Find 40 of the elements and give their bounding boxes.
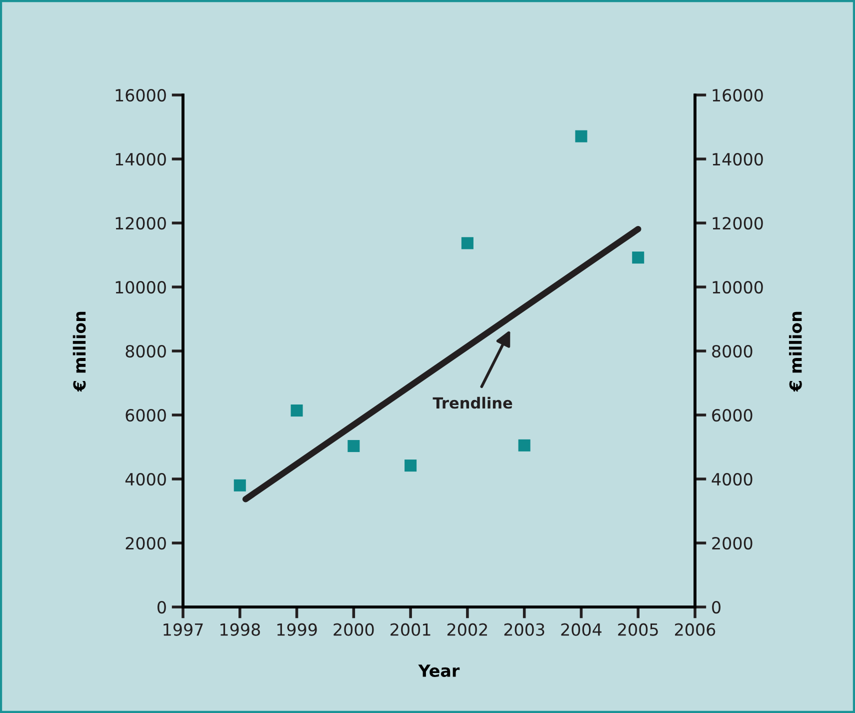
x-tick-label: 2003	[504, 623, 544, 636]
x-axis-title: Year	[418, 664, 460, 678]
point	[234, 479, 246, 492]
point	[518, 439, 530, 452]
y2-tick-label: 2000	[712, 536, 752, 550]
x-tick-label: 2004	[561, 623, 602, 636]
x-tick-label: 2006	[675, 623, 716, 636]
x-tick-label: 1998	[220, 623, 260, 636]
x-tick-label: 1999	[277, 623, 317, 636]
x-tick-label: 1997	[164, 623, 203, 636]
y2-tick-label: 0	[712, 600, 720, 614]
y2-tick-label: 8000	[712, 344, 752, 358]
y2-tick-label: 12000	[712, 216, 763, 230]
x-tick-label: 2001	[390, 623, 430, 636]
y-tick-label: 14000	[116, 152, 166, 166]
y2-tick-label: 6000	[712, 408, 752, 422]
y-tick-label: 8000	[126, 344, 166, 358]
y2-axis-title: € million	[788, 312, 802, 392]
point	[461, 237, 474, 250]
y2-tick-label: 14000	[712, 152, 763, 166]
x-tick-label: 2002	[447, 623, 487, 636]
y2-tick-label: 16000	[712, 88, 763, 102]
point	[575, 130, 588, 142]
point	[404, 460, 417, 472]
y2-tick-label: 10000	[712, 280, 763, 294]
y-tick-label: 10000	[116, 280, 166, 294]
y-tick-label: 2000	[126, 536, 166, 550]
annotation: Trendline	[432, 396, 512, 409]
x-tick-label: 2000	[334, 623, 374, 636]
point	[632, 252, 644, 264]
x-tick-label: 2005	[618, 623, 658, 636]
y2-tick-label: 4000	[712, 472, 752, 486]
point	[348, 440, 360, 452]
y-tick-label: 12000	[116, 216, 166, 230]
y-axis-title: € million	[72, 312, 86, 392]
y-tick-label: 0	[158, 600, 166, 614]
y-tick-label: 4000	[125, 472, 166, 486]
y-tick-label: 16000	[116, 88, 166, 102]
point	[290, 404, 303, 417]
y-tick-label: 6000	[126, 408, 166, 422]
